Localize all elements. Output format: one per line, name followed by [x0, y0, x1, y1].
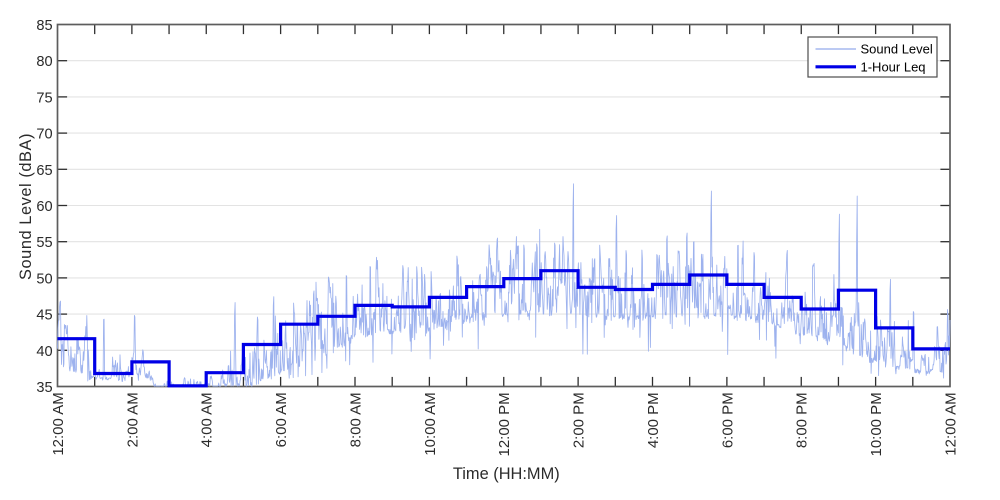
svg-text:4:00 AM: 4:00 AM — [199, 392, 216, 447]
svg-text:4:00 PM: 4:00 PM — [645, 392, 662, 448]
svg-text:70: 70 — [36, 127, 52, 143]
svg-text:60: 60 — [36, 199, 52, 215]
svg-text:80: 80 — [36, 54, 52, 70]
svg-text:6:00 PM: 6:00 PM — [719, 392, 736, 448]
svg-text:Sound Level: Sound Level — [861, 42, 933, 57]
svg-text:6:00 AM: 6:00 AM — [273, 392, 290, 447]
svg-text:Sound Level (dBA): Sound Level (dBA) — [17, 133, 35, 280]
svg-text:8:00 AM: 8:00 AM — [347, 392, 364, 447]
svg-text:35: 35 — [36, 380, 52, 396]
svg-text:85: 85 — [36, 18, 52, 34]
svg-text:10:00 AM: 10:00 AM — [422, 392, 439, 455]
svg-text:12:00 AM: 12:00 AM — [942, 392, 959, 455]
svg-text:1-Hour Leq: 1-Hour Leq — [861, 59, 926, 74]
svg-text:75: 75 — [36, 90, 52, 106]
svg-text:50: 50 — [36, 271, 52, 287]
svg-text:40: 40 — [36, 344, 52, 360]
svg-text:2:00 PM: 2:00 PM — [571, 392, 588, 448]
svg-text:55: 55 — [36, 235, 52, 251]
svg-text:65: 65 — [36, 163, 52, 179]
svg-text:12:00 AM: 12:00 AM — [50, 392, 67, 455]
svg-text:45: 45 — [36, 308, 52, 324]
svg-text:Time (HH:MM): Time (HH:MM) — [453, 465, 560, 483]
svg-text:8:00 PM: 8:00 PM — [794, 392, 811, 448]
svg-text:10:00 PM: 10:00 PM — [868, 392, 885, 456]
svg-text:2:00 AM: 2:00 AM — [124, 392, 141, 447]
svg-text:12:00 PM: 12:00 PM — [496, 392, 513, 456]
